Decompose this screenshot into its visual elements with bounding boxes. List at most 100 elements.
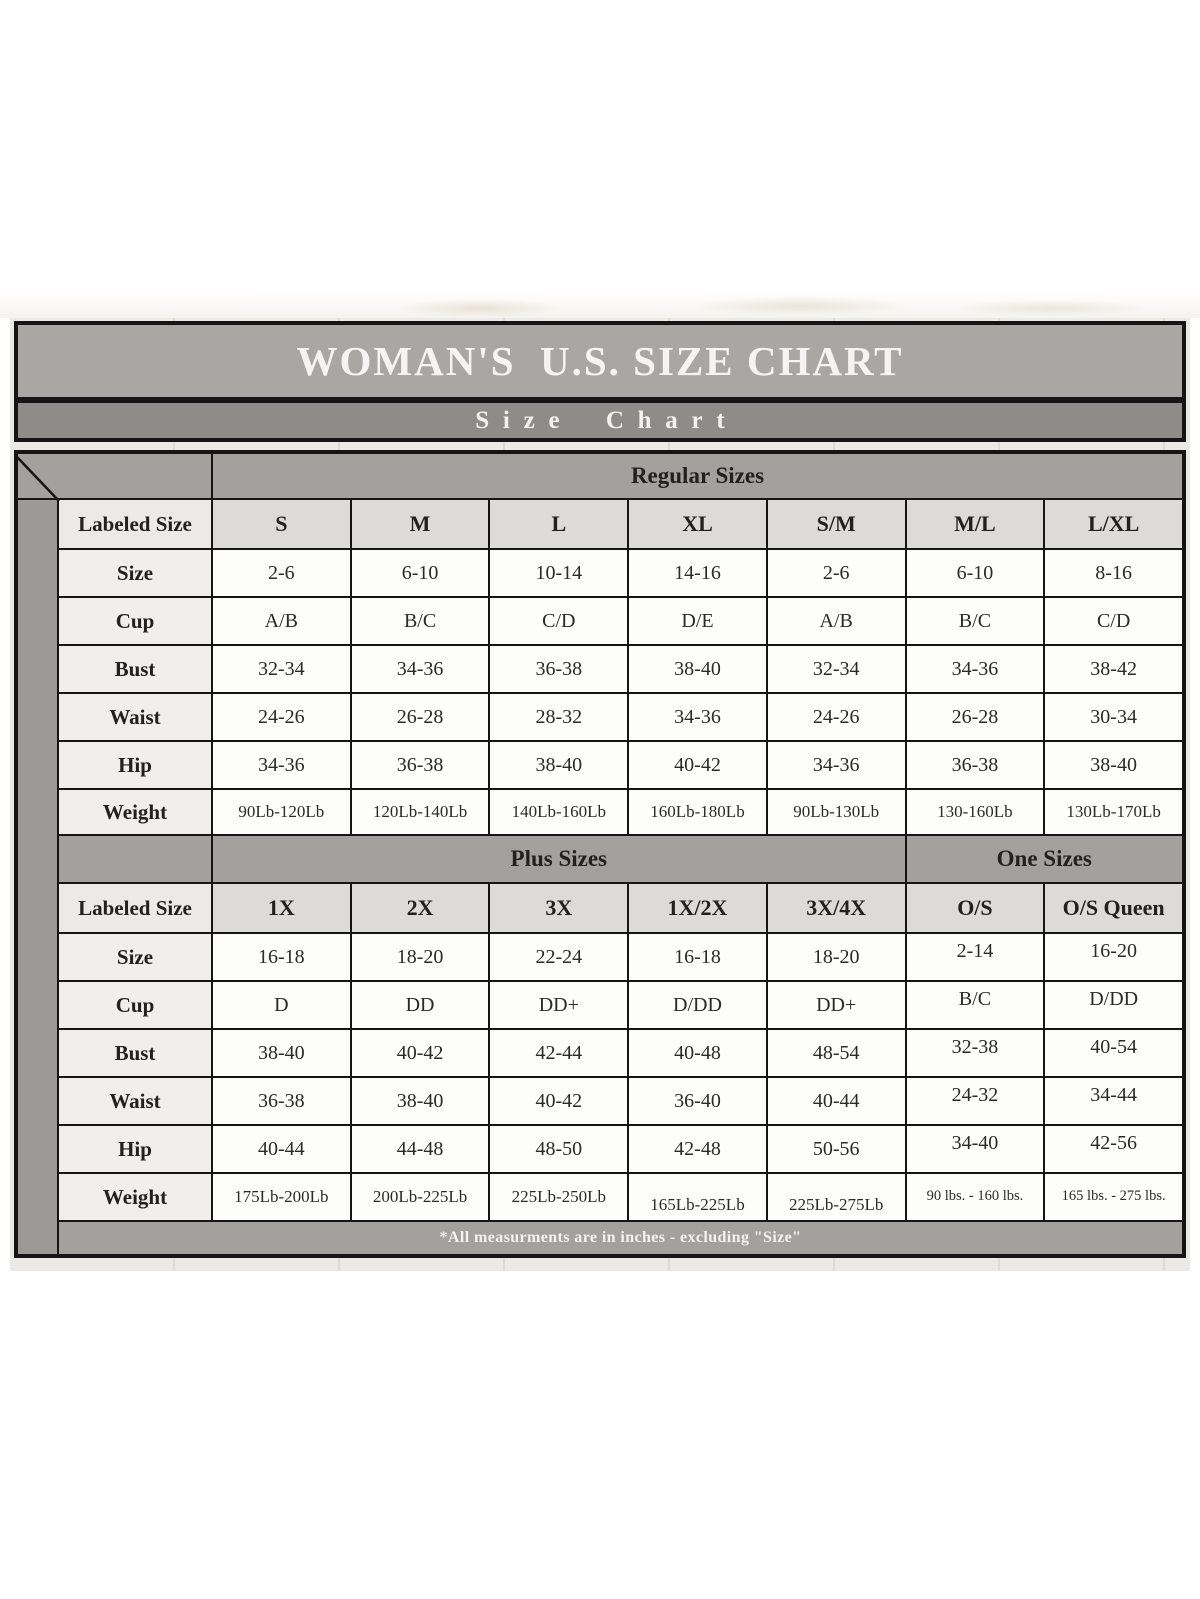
data-cell: 225Lb-250Lb bbox=[490, 1174, 628, 1220]
column-header: L bbox=[490, 500, 628, 548]
data-cell: 32-38 bbox=[906, 1030, 1044, 1076]
corner-cell bbox=[59, 836, 211, 882]
size-chart-block: WOMAN'S U.S. SIZE CHART Size Chart Regul… bbox=[10, 318, 1190, 1271]
data-cell: 36-38 bbox=[213, 1078, 350, 1124]
row-label: Weight bbox=[59, 1174, 211, 1220]
data-cell: 34-40 bbox=[906, 1126, 1044, 1172]
data-cell: 16-20 bbox=[1045, 934, 1182, 980]
data-cell: 2-14 bbox=[906, 934, 1044, 980]
data-cell: B/C bbox=[906, 598, 1044, 644]
data-cell: 36-40 bbox=[629, 1078, 766, 1124]
data-cell: 36-38 bbox=[906, 742, 1044, 788]
data-cell: 18-20 bbox=[767, 934, 905, 980]
data-cell: 140Lb-160Lb bbox=[490, 790, 628, 834]
data-cell: C/D bbox=[490, 598, 628, 644]
data-cell: 22-24 bbox=[490, 934, 628, 980]
data-cell: 34-36 bbox=[213, 742, 350, 788]
gutter-band bbox=[18, 500, 57, 1254]
data-cell: 34-44 bbox=[1045, 1078, 1182, 1124]
data-cell: 34-36 bbox=[767, 742, 905, 788]
data-cell: D/DD bbox=[629, 982, 766, 1028]
data-cell: 40-48 bbox=[629, 1030, 766, 1076]
labeled-size-header: Labeled Size bbox=[59, 500, 211, 548]
column-header: 2X bbox=[351, 884, 489, 932]
chart-subtitle: Size Chart bbox=[475, 406, 739, 434]
data-cell: 34-36 bbox=[629, 694, 766, 740]
row-label: Cup bbox=[59, 598, 211, 644]
size-table: Regular Sizes Labeled Size S M L XL S/M M/L L/XL… bbox=[14, 450, 1186, 1258]
data-cell: 32-34 bbox=[767, 646, 905, 692]
section-header-one-sizes: One Sizes bbox=[906, 836, 1182, 882]
data-cell: 38-40 bbox=[351, 1078, 489, 1124]
column-header: O/S bbox=[906, 884, 1044, 932]
data-cell: 40-42 bbox=[629, 742, 766, 788]
data-cell: 6-10 bbox=[351, 550, 489, 596]
chart-title-bar: WOMAN'S U.S. SIZE CHART bbox=[14, 321, 1186, 401]
data-cell: 36-38 bbox=[490, 646, 628, 692]
data-cell: A/B bbox=[213, 598, 350, 644]
data-cell: 40-44 bbox=[767, 1078, 905, 1124]
data-cell: 225Lb-275Lb bbox=[767, 1174, 905, 1220]
data-cell: 160Lb-180Lb bbox=[629, 790, 766, 834]
row-label: Waist bbox=[59, 1078, 211, 1124]
data-cell: 34-36 bbox=[906, 646, 1044, 692]
data-cell: A/B bbox=[767, 598, 905, 644]
data-cell: 44-48 bbox=[351, 1126, 489, 1172]
data-cell: 42-44 bbox=[490, 1030, 628, 1076]
data-cell: 50-56 bbox=[767, 1126, 905, 1172]
data-cell: 14-16 bbox=[629, 550, 766, 596]
background-smudge bbox=[0, 292, 1200, 318]
data-cell: 24-26 bbox=[767, 694, 905, 740]
data-cell: 6-10 bbox=[906, 550, 1044, 596]
section-header-plus-sizes: Plus Sizes bbox=[213, 836, 905, 882]
column-header: S bbox=[213, 500, 350, 548]
data-cell: 38-40 bbox=[490, 742, 628, 788]
data-cell: 2-6 bbox=[213, 550, 350, 596]
data-cell: 8-16 bbox=[1045, 550, 1182, 596]
chart-subtitle-bar: Size Chart bbox=[14, 401, 1186, 442]
column-header: 3X/4X bbox=[767, 884, 905, 932]
data-cell: 200Lb-225Lb bbox=[351, 1174, 489, 1220]
data-cell: 40-44 bbox=[213, 1126, 350, 1172]
data-cell: 26-28 bbox=[351, 694, 489, 740]
column-header: O/S Queen bbox=[1045, 884, 1182, 932]
data-cell: D/E bbox=[629, 598, 766, 644]
footnote: *All measurments are in inches - excludi… bbox=[59, 1222, 1182, 1254]
data-cell: 18-20 bbox=[351, 934, 489, 980]
data-cell: 165 lbs. - 275 lbs. bbox=[1045, 1174, 1182, 1220]
labeled-size-header: Labeled Size bbox=[59, 884, 211, 932]
data-cell: 175Lb-200Lb bbox=[213, 1174, 350, 1220]
data-cell: 26-28 bbox=[906, 694, 1044, 740]
data-cell: 42-48 bbox=[629, 1126, 766, 1172]
data-cell: 90Lb-130Lb bbox=[767, 790, 905, 834]
column-header: M bbox=[351, 500, 489, 548]
row-label: Hip bbox=[59, 742, 211, 788]
size-table-wrap: Regular Sizes Labeled Size S M L XL S/M M/L L/XL… bbox=[14, 450, 1186, 1258]
data-cell: 38-40 bbox=[1045, 742, 1182, 788]
data-cell: 165Lb-225Lb bbox=[629, 1174, 766, 1220]
section-header-regular-sizes: Regular Sizes bbox=[213, 454, 1182, 498]
data-cell: D bbox=[213, 982, 350, 1028]
column-header: M/L bbox=[906, 500, 1044, 548]
data-cell: 10-14 bbox=[490, 550, 628, 596]
data-cell: DD+ bbox=[767, 982, 905, 1028]
data-cell: 40-42 bbox=[351, 1030, 489, 1076]
data-cell: DD bbox=[351, 982, 489, 1028]
row-label: Bust bbox=[59, 646, 211, 692]
row-label: Bust bbox=[59, 1030, 211, 1076]
data-cell: 38-40 bbox=[213, 1030, 350, 1076]
data-cell: 36-38 bbox=[351, 742, 489, 788]
row-label: Size bbox=[59, 934, 211, 980]
data-cell: 38-42 bbox=[1045, 646, 1182, 692]
data-cell: 130Lb-170Lb bbox=[1045, 790, 1182, 834]
data-cell: B/C bbox=[906, 982, 1044, 1028]
column-header: 1X bbox=[213, 884, 350, 932]
row-label: Cup bbox=[59, 982, 211, 1028]
data-cell: 40-54 bbox=[1045, 1030, 1182, 1076]
row-label: Size bbox=[59, 550, 211, 596]
column-header: 3X bbox=[490, 884, 628, 932]
data-cell: 120Lb-140Lb bbox=[351, 790, 489, 834]
data-cell: C/D bbox=[1045, 598, 1182, 644]
data-cell: 24-32 bbox=[906, 1078, 1044, 1124]
column-header: L/XL bbox=[1045, 500, 1182, 548]
